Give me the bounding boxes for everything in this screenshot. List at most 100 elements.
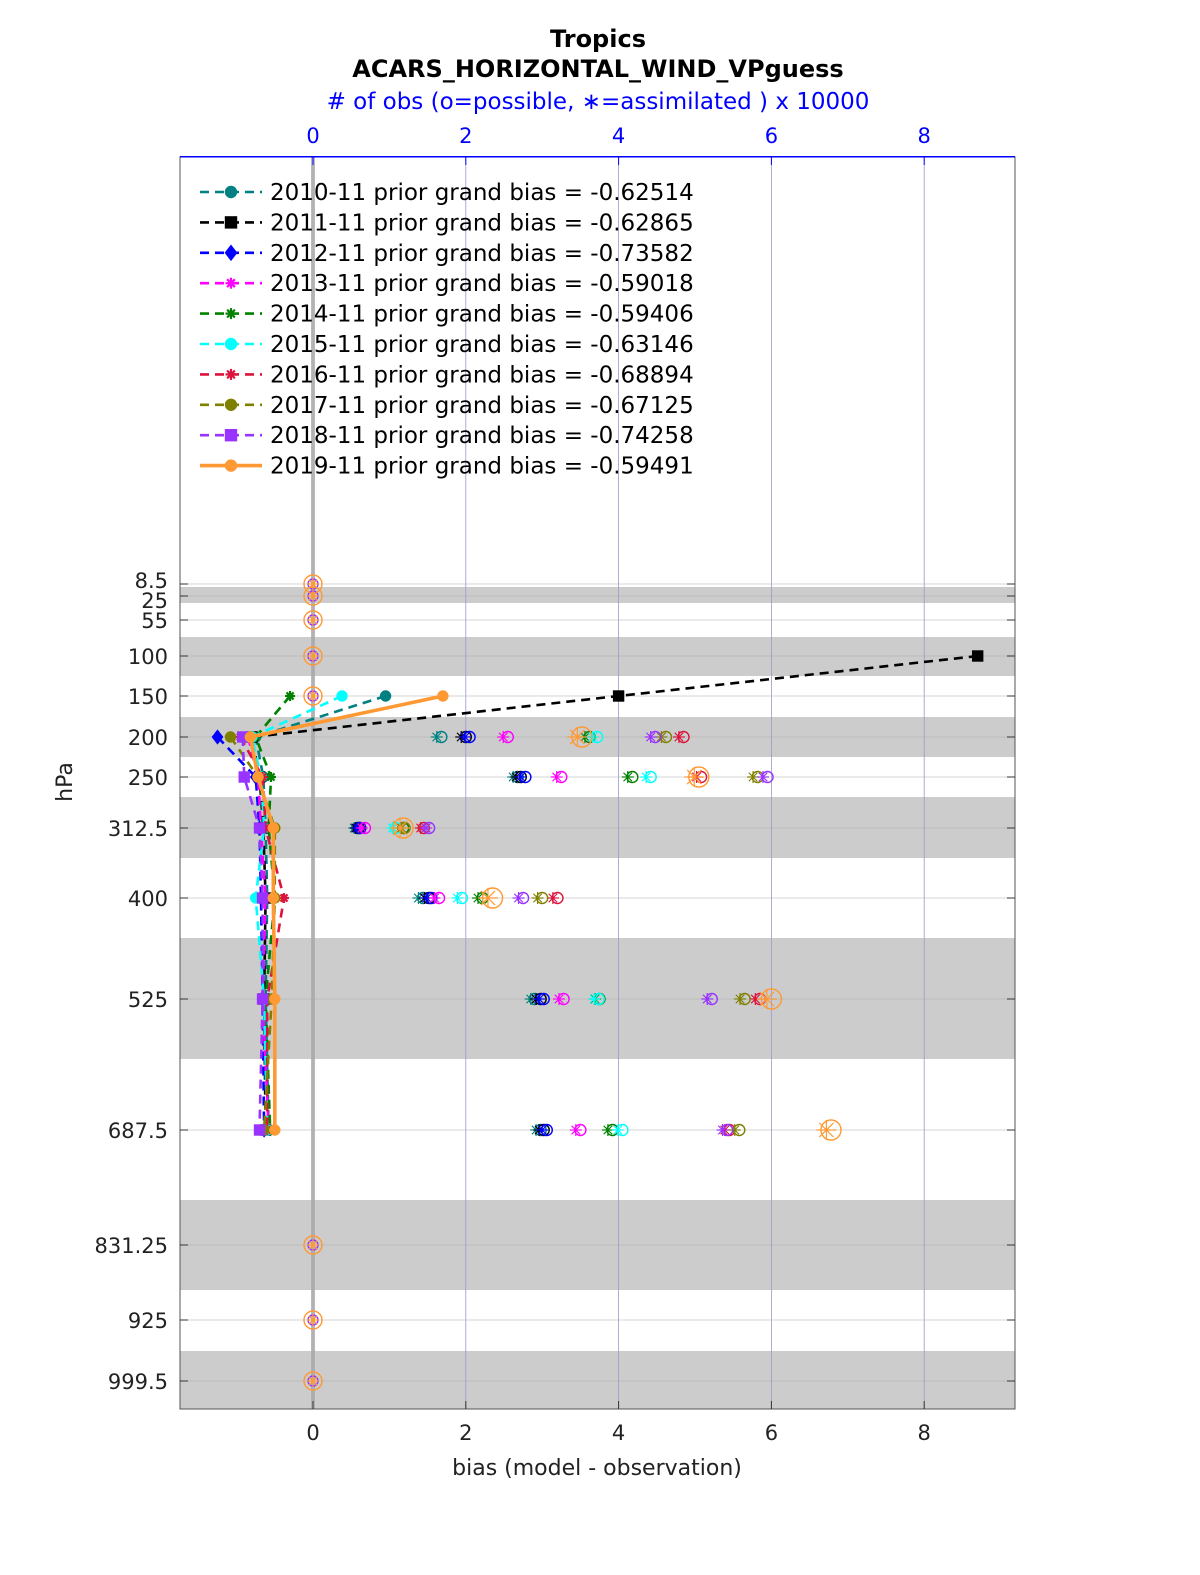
top-tick-label: 2 — [459, 124, 472, 148]
y-tick-label: 150 — [128, 685, 168, 709]
legend-marker — [224, 216, 238, 229]
x-tick-label: 2 — [459, 1421, 472, 1445]
series-line — [229, 736, 277, 1131]
y-tick-label: 55 — [141, 609, 168, 633]
legend-entry: 2018-11 prior grand bias = -0.74258 — [270, 423, 694, 449]
level-band — [180, 797, 1015, 858]
assimilated-obs-marker — [550, 771, 563, 783]
assimilated-obs-marker — [451, 892, 464, 904]
assimilated-obs-marker — [684, 767, 705, 787]
assimilated-obs-marker — [756, 989, 777, 1009]
y-axis-label: hPa — [53, 762, 78, 802]
series-line — [248, 694, 444, 1130]
series-point — [244, 731, 257, 743]
assimilated-obs-marker — [588, 993, 601, 1005]
legend-entry: 2019-11 prior grand bias = -0.59491 — [270, 454, 694, 480]
series-point — [379, 690, 392, 702]
legend-entry: 2012-11 prior grand bias = -0.73582 — [270, 241, 694, 267]
series-point — [285, 691, 296, 701]
zero-obs-marker — [303, 1310, 323, 1330]
assimilated-obs-marker — [569, 1124, 582, 1136]
legend-entry: 2015-11 prior grand bias = -0.63146 — [270, 332, 694, 358]
zero-obs-marker — [307, 614, 319, 626]
y-tick-label: 100 — [128, 645, 168, 669]
assimilated-obs-marker — [390, 818, 411, 838]
assimilated-obs-marker — [477, 888, 498, 908]
assimilated-obs-marker — [514, 771, 527, 783]
series-point — [267, 892, 279, 904]
obs-count-markers — [303, 574, 842, 1391]
zero-obs-marker — [303, 586, 323, 606]
grid-lines — [180, 157, 1015, 1409]
series-point — [278, 893, 289, 903]
assimilated-obs-marker — [355, 822, 368, 834]
assimilated-obs-marker — [497, 731, 510, 743]
assimilated-obs-marker — [621, 771, 634, 783]
legend-entry: 2011-11 prior grand bias = -0.62865 — [270, 210, 694, 236]
assimilated-obs-marker — [611, 1124, 624, 1136]
legend-marker — [224, 429, 238, 442]
assimilated-obs-marker — [756, 771, 769, 783]
series-point — [437, 690, 449, 702]
series-point — [256, 993, 269, 1005]
zero-obs-marker — [303, 1235, 323, 1255]
series-line — [216, 736, 266, 1131]
assimilated-obs-marker — [701, 993, 714, 1005]
legend-entry: 2014-11 prior grand bias = -0.59406 — [270, 302, 694, 328]
zero-obs-marker — [303, 686, 323, 706]
zero-obs-marker — [307, 650, 319, 662]
assimilated-obs-marker — [536, 1124, 549, 1136]
zero-obs-marker — [303, 1371, 323, 1391]
legend: 2010-11 prior grand bias = -0.62514 2011-… — [200, 180, 694, 480]
level-band — [180, 637, 1015, 676]
level-band — [180, 1351, 1015, 1409]
assimilated-obs-marker — [672, 731, 685, 743]
y-tick-label: 8.5 — [135, 569, 168, 593]
y-tick-label: 525 — [128, 988, 168, 1012]
level-bands — [180, 587, 1015, 1409]
series-point — [269, 993, 281, 1005]
series-point — [253, 1124, 266, 1136]
series-line — [239, 736, 286, 1130]
legend-entry: 2017-11 prior grand bias = -0.67125 — [270, 393, 694, 419]
series-line — [241, 736, 264, 1131]
zero-obs-marker — [307, 1375, 319, 1387]
zero-obs-marker — [303, 646, 323, 666]
chart-title: Tropics — [550, 25, 646, 53]
y-tick-label: 999.5 — [108, 1370, 168, 1394]
legend-entry: 2016-11 prior grand bias = -0.68894 — [270, 362, 694, 388]
y-tick-label: 400 — [128, 887, 168, 911]
bias-series — [211, 650, 984, 1138]
series-point — [265, 772, 276, 782]
assimilated-obs-marker — [734, 993, 747, 1005]
x-tick-label: 0 — [306, 1421, 319, 1445]
assimilated-obs-marker — [644, 731, 657, 743]
assimilated-obs-marker — [428, 892, 441, 904]
y-tick-label: 831.25 — [95, 1234, 168, 1258]
assimilated-obs-marker — [459, 731, 472, 743]
assimilated-obs-marker — [567, 727, 588, 747]
assimilated-obs-marker — [533, 993, 546, 1005]
assimilated-obs-marker — [816, 1120, 837, 1140]
assimilated-obs-marker — [640, 771, 653, 783]
legend-marker — [225, 277, 237, 289]
series-point — [336, 690, 348, 702]
zero-obs-marker — [307, 690, 319, 702]
series-point — [256, 892, 269, 904]
zero-obs-marker — [303, 610, 323, 630]
series-point — [267, 822, 279, 834]
zero-obs-marker — [307, 1314, 319, 1326]
assimilated-obs-marker — [430, 731, 443, 743]
legend-entry: 2010-11 prior grand bias = -0.62514 — [270, 180, 694, 206]
series-point — [238, 771, 250, 783]
legend-marker — [224, 459, 238, 472]
top-tick-label: 8 — [918, 124, 931, 148]
assimilated-obs-marker — [716, 1124, 729, 1136]
y-tick-label: 200 — [128, 726, 168, 750]
top-axis-line — [180, 156, 1015, 158]
zero-obs-marker — [307, 590, 319, 602]
legend-marker — [224, 398, 238, 411]
assimilated-obs-marker — [553, 993, 566, 1005]
